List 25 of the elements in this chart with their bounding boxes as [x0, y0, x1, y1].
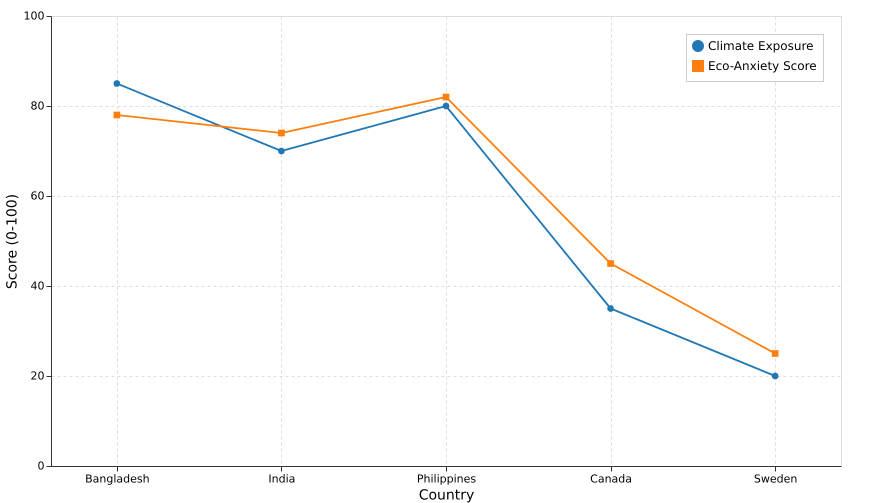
y-tick-label: 0: [38, 460, 44, 472]
point: [607, 305, 614, 312]
x-tick-label: India: [268, 472, 296, 486]
y-tick-label: 40: [30, 280, 44, 292]
point: [442, 102, 450, 110]
y-tick-label: 20: [30, 370, 44, 382]
point: [772, 372, 779, 380]
y-tick-label: 60: [30, 190, 44, 202]
x-tick-label: Sweden: [754, 472, 798, 486]
point: [772, 350, 779, 357]
point: [607, 260, 614, 267]
y-axis-title: Score (0-100): [4, 194, 21, 290]
x-axis-title: Country: [418, 488, 474, 503]
x-tick-label: Canada: [590, 472, 632, 486]
x-tick-label: Bangladesh: [85, 472, 150, 486]
point: [442, 94, 450, 100]
point: [278, 148, 285, 154]
legend-label: Climate Exposure: [708, 39, 814, 53]
point: [278, 130, 285, 136]
y-tick-label: 80: [30, 100, 44, 112]
point: [113, 80, 120, 87]
x-tick-label: Philippines: [416, 472, 476, 486]
legend-label: Eco-Anxiety Score: [708, 59, 817, 73]
y-tick-label: 100: [24, 10, 44, 22]
point: [113, 112, 120, 118]
